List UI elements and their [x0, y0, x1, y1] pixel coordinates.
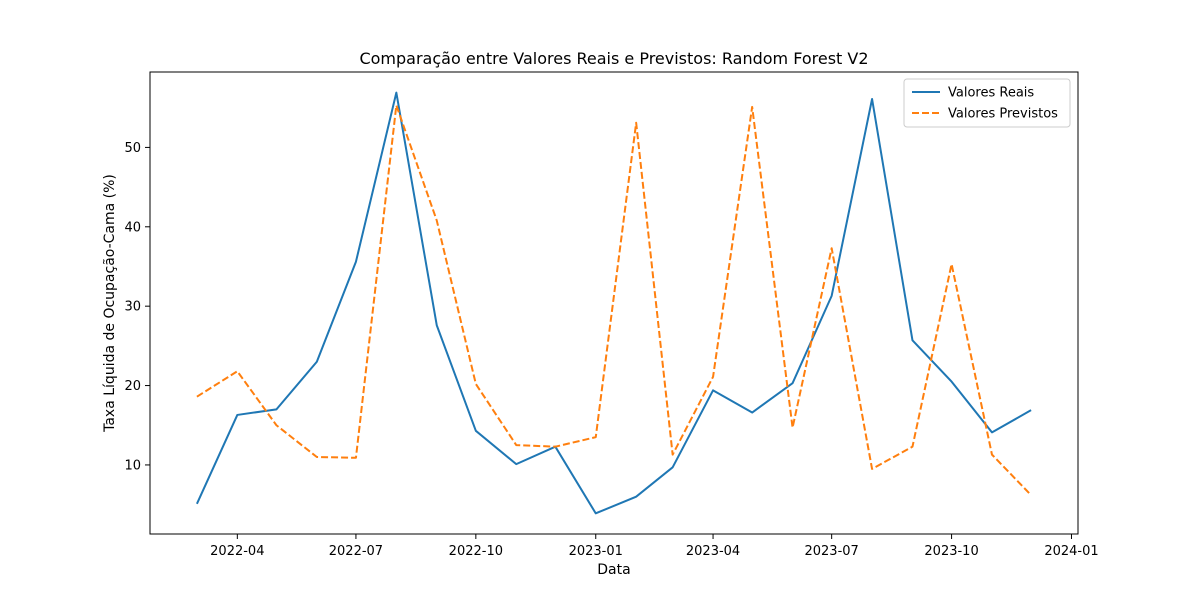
x-tick-label: 2023-01 — [569, 544, 623, 559]
x-tick-label: 2023-07 — [804, 544, 858, 559]
y-tick-label: 50 — [124, 141, 141, 156]
x-tick-label: 2023-04 — [686, 544, 740, 559]
y-tick-label: 40 — [124, 220, 141, 235]
legend-label-1: Valores Reais — [948, 86, 1034, 101]
x-tick-label: 2022-10 — [449, 544, 503, 559]
x-tick-label: 2023-10 — [924, 544, 978, 559]
y-tick-label: 10 — [124, 458, 141, 473]
plot-area: 2022-04 2022-07 2022-10 2023-01 2023-04 2023-… — [124, 71, 1099, 559]
legend-box — [903, 78, 1071, 128]
series-line-1 — [196, 91, 1032, 515]
legend: Valores Reais Valores Previstos — [903, 78, 1071, 128]
y-tick-label: 30 — [124, 300, 141, 315]
x-tick-label: 2022-04 — [210, 544, 264, 559]
y-tick-label: 20 — [124, 379, 141, 394]
legend-label-2: Valores Previstos — [948, 107, 1058, 122]
axes-frame — [149, 71, 1079, 535]
y-axis-label: Taxa Líquida de Ocupação-Cama (%) — [102, 174, 118, 433]
chart-title: Comparação entre Valores Reais e Previst… — [359, 49, 868, 68]
x-tick-label: 2024-01 — [1044, 544, 1098, 559]
x-axis-label: Data — [597, 562, 630, 578]
x-tick-label: 2022-07 — [329, 544, 383, 559]
series-line-2 — [196, 104, 1032, 496]
